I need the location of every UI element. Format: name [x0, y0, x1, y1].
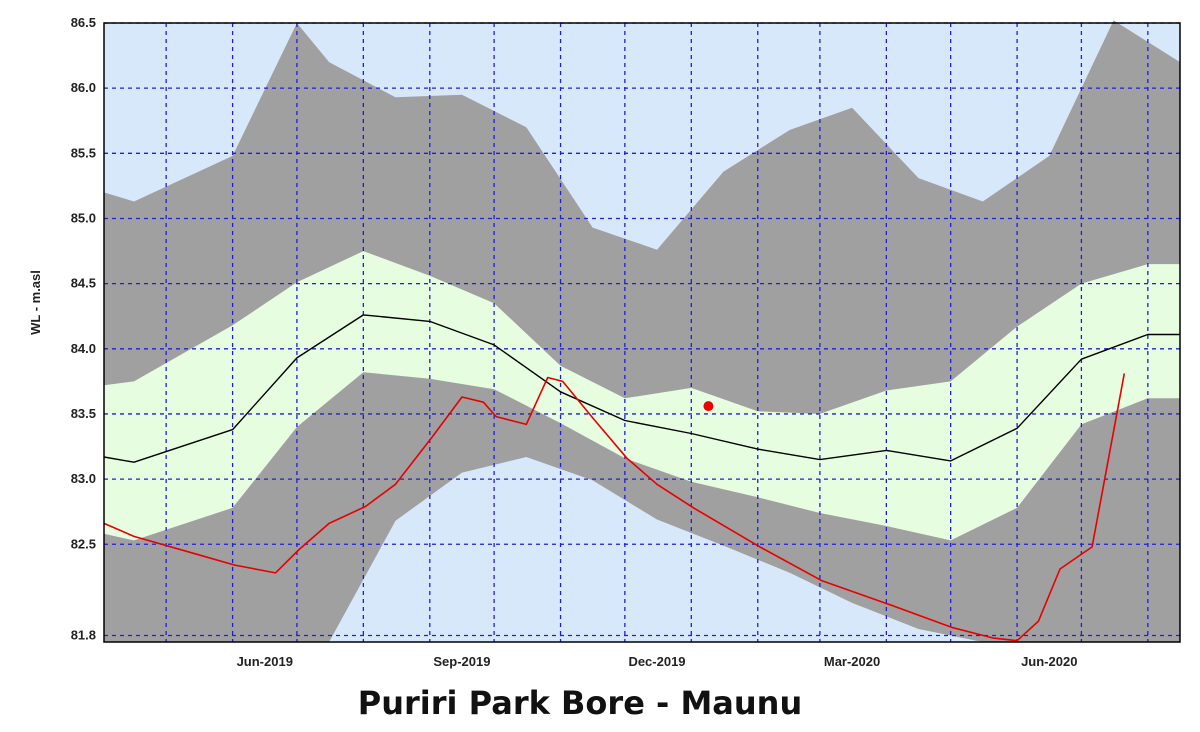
x-tick-label: Mar-2020 [824, 654, 880, 669]
percentile-band [104, 251, 1180, 541]
y-tick-label: 86.0 [71, 80, 96, 95]
y-tick-label: 82.5 [71, 536, 96, 551]
plot-frame [103, 22, 1181, 643]
y-tick-label: 84.5 [71, 276, 96, 291]
groundwater-level-chart: 81.8 82.5 83.0 83.5 84.0 84.5 85.0 85.5 86.0 86.5… [28, 15, 1181, 669]
y-tick-label: 83.0 [71, 471, 96, 486]
y-axis-label: WL - m.asl [28, 270, 43, 335]
y-tick-label: 83.5 [71, 406, 96, 421]
chart-caption: Puriri Park Bore - Maunu [357, 684, 803, 722]
observed-line [103, 373, 1126, 642]
percentile-bands [104, 20, 1180, 642]
y-tick-label: 86.5 [71, 15, 96, 30]
y-tick-label: 84.0 [71, 341, 96, 356]
median-line [103, 314, 1180, 463]
x-tick-label: Jun-2020 [1021, 654, 1077, 669]
x-tick-label: Sep-2019 [433, 654, 490, 669]
y-tick-label: 81.8 [71, 627, 96, 642]
x-tick-label: Dec-2019 [628, 654, 685, 669]
y-axis-tick-labels: 81.8 82.5 83.0 83.5 84.0 84.5 85.0 85.5 86.0 86.5 [71, 15, 96, 642]
grid-lines [104, 22, 1180, 642]
x-tick-label: Jun-2019 [237, 654, 293, 669]
latest-reading-point [703, 401, 714, 412]
data-lines [103, 314, 1180, 642]
y-tick-label: 85.5 [71, 145, 96, 160]
x-axis-tick-labels: Jun-2019 Sep-2019 Dec-2019 Mar-2020 Jun-2020 [237, 654, 1078, 669]
minmax-band-lower [104, 457, 1180, 642]
y-tick-label: 85.0 [71, 210, 96, 225]
